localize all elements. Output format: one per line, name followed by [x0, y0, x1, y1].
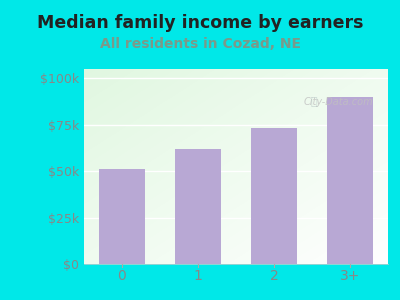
Bar: [251, 128, 297, 264]
Text: Ⓜ: Ⓜ: [310, 98, 317, 107]
Text: City-Data.com: City-Data.com: [303, 98, 373, 107]
Text: Median family income by earners: Median family income by earners: [37, 14, 363, 32]
Text: All residents in Cozad, NE: All residents in Cozad, NE: [100, 38, 300, 52]
Bar: [175, 149, 221, 264]
Bar: [99, 169, 145, 264]
Bar: [327, 97, 373, 264]
